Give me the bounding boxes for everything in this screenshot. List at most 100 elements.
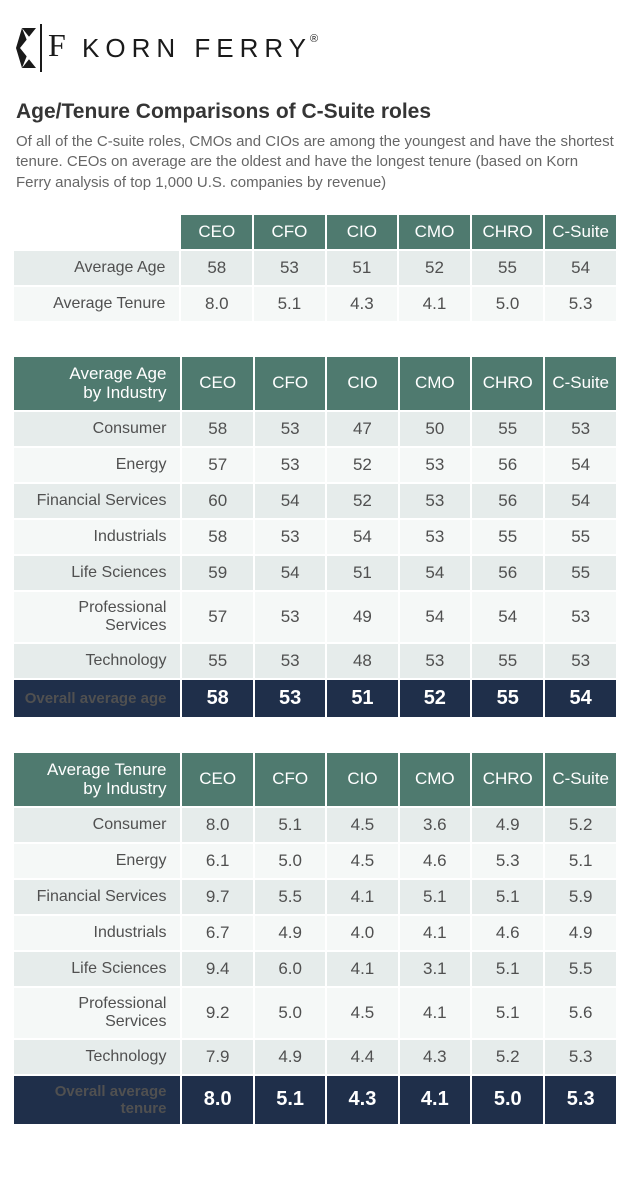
table-cell: 55 bbox=[182, 644, 252, 678]
table-cell: 5.9 bbox=[545, 880, 616, 914]
footer-cell: 58 bbox=[182, 680, 252, 717]
table-cell: 8.0 bbox=[181, 287, 252, 321]
row-label: Energy bbox=[14, 448, 180, 482]
table-cell: 54 bbox=[545, 484, 616, 518]
table-cell: 47 bbox=[327, 412, 397, 446]
table-cell: 58 bbox=[182, 412, 252, 446]
logo-mark-icon: F bbox=[16, 22, 68, 74]
table-cell: 6.1 bbox=[182, 844, 252, 878]
table-cell: 9.7 bbox=[182, 880, 252, 914]
table-cell: 54 bbox=[255, 484, 325, 518]
table-cell: 4.9 bbox=[472, 808, 543, 842]
footer-cell: 5.1 bbox=[255, 1076, 325, 1124]
age-table-body: Consumer585347505553Energy575352535654Fi… bbox=[14, 412, 616, 678]
row-label: Life Sciences bbox=[14, 952, 180, 986]
table-cell: 57 bbox=[182, 592, 252, 642]
table-cell: 5.5 bbox=[545, 952, 616, 986]
column-header: C-Suite bbox=[545, 215, 616, 249]
table-cell: 52 bbox=[327, 448, 397, 482]
table-row: Energy6.15.04.54.65.35.1 bbox=[14, 844, 616, 878]
table-row: Financial Services9.75.54.15.15.15.9 bbox=[14, 880, 616, 914]
brand-logo: F KORN FERRY® bbox=[12, 22, 618, 74]
table-cell: 4.1 bbox=[327, 952, 397, 986]
table-cell: 51 bbox=[327, 556, 397, 590]
table-cell: 54 bbox=[545, 251, 616, 285]
table-corner-label: Average Ageby Industry bbox=[14, 357, 180, 410]
footer-cell: 5.3 bbox=[545, 1076, 616, 1124]
column-header: CHRO bbox=[472, 215, 543, 249]
table-row: Average Age585351525554 bbox=[14, 251, 616, 285]
summary-table-body: Average Age585351525554Average Tenure8.0… bbox=[14, 251, 616, 321]
column-header: C-Suite bbox=[545, 753, 616, 806]
table-cell: 50 bbox=[400, 412, 471, 446]
table-corner-label bbox=[14, 215, 179, 249]
footer-cell: 53 bbox=[255, 680, 325, 717]
page-title: Age/Tenure Comparisons of C-Suite roles bbox=[12, 100, 618, 124]
row-label: Technology bbox=[14, 644, 180, 678]
table-cell: 3.1 bbox=[400, 952, 471, 986]
table-cell: 4.1 bbox=[327, 880, 397, 914]
column-header: CMO bbox=[399, 215, 470, 249]
table-cell: 53 bbox=[255, 592, 325, 642]
table-cell: 4.4 bbox=[327, 1040, 397, 1074]
tenure-table-footer: Overall average tenure8.05.14.34.15.05.3 bbox=[14, 1076, 616, 1124]
table-cell: 4.5 bbox=[327, 808, 397, 842]
table-row: Life Sciences9.46.04.13.15.15.5 bbox=[14, 952, 616, 986]
row-label: Average Tenure bbox=[14, 287, 179, 321]
table-cell: 5.1 bbox=[472, 988, 543, 1038]
table-cell: 53 bbox=[255, 520, 325, 554]
table-cell: 52 bbox=[399, 251, 470, 285]
column-header: CFO bbox=[255, 357, 325, 410]
table-cell: 53 bbox=[400, 448, 471, 482]
table-cell: 58 bbox=[181, 251, 252, 285]
table-cell: 7.9 bbox=[182, 1040, 252, 1074]
table-cell: 5.3 bbox=[545, 1040, 616, 1074]
table-row: Technology7.94.94.44.35.25.3 bbox=[14, 1040, 616, 1074]
table-cell: 5.0 bbox=[255, 988, 325, 1038]
table-cell: 53 bbox=[400, 520, 471, 554]
row-label: Average Age bbox=[14, 251, 179, 285]
table-cell: 55 bbox=[545, 556, 616, 590]
row-label: Industrials bbox=[14, 520, 180, 554]
table-cell: 4.3 bbox=[400, 1040, 471, 1074]
footer-cell: 55 bbox=[472, 680, 543, 717]
table-cell: 53 bbox=[400, 484, 471, 518]
table-cell: 5.1 bbox=[254, 287, 325, 321]
table-cell: 6.7 bbox=[182, 916, 252, 950]
table-cell: 60 bbox=[182, 484, 252, 518]
column-header: CIO bbox=[327, 215, 397, 249]
row-label: Professional Services bbox=[14, 988, 180, 1038]
table-cell: 53 bbox=[545, 644, 616, 678]
table-row: Professional Services9.25.04.54.15.15.6 bbox=[14, 988, 616, 1038]
row-label: Technology bbox=[14, 1040, 180, 1074]
column-header: CFO bbox=[254, 215, 325, 249]
table-cell: 8.0 bbox=[182, 808, 252, 842]
tenure-by-industry-table: Average Tenureby IndustryCEOCFOCIOCMOCHR… bbox=[12, 751, 618, 1126]
table-cell: 48 bbox=[327, 644, 397, 678]
footer-cell: 52 bbox=[400, 680, 471, 717]
column-header: CEO bbox=[181, 215, 252, 249]
table-cell: 53 bbox=[400, 644, 471, 678]
table-cell: 4.1 bbox=[400, 916, 471, 950]
column-header: CIO bbox=[327, 357, 397, 410]
table-cell: 9.2 bbox=[182, 988, 252, 1038]
table-cell: 3.6 bbox=[400, 808, 471, 842]
table-cell: 51 bbox=[327, 251, 397, 285]
table-cell: 54 bbox=[545, 448, 616, 482]
tenure-table-head: Average Tenureby IndustryCEOCFOCIOCMOCHR… bbox=[14, 753, 616, 806]
row-label: Consumer bbox=[14, 412, 180, 446]
table-cell: 4.6 bbox=[472, 916, 543, 950]
column-header: CEO bbox=[182, 357, 252, 410]
table-row: Financial Services605452535654 bbox=[14, 484, 616, 518]
column-header: CFO bbox=[255, 753, 325, 806]
summary-table: CEOCFOCIOCMOCHROC-Suite Average Age58535… bbox=[12, 213, 618, 323]
footer-label: Overall average age bbox=[14, 680, 180, 717]
svg-text:F: F bbox=[48, 27, 66, 63]
row-label: Professional Services bbox=[14, 592, 180, 642]
table-cell: 5.6 bbox=[545, 988, 616, 1038]
table-corner-label: Average Tenureby Industry bbox=[14, 753, 180, 806]
footer-cell: 4.1 bbox=[400, 1076, 471, 1124]
table-cell: 5.1 bbox=[472, 952, 543, 986]
column-header: CHRO bbox=[472, 357, 543, 410]
table-cell: 56 bbox=[472, 556, 543, 590]
